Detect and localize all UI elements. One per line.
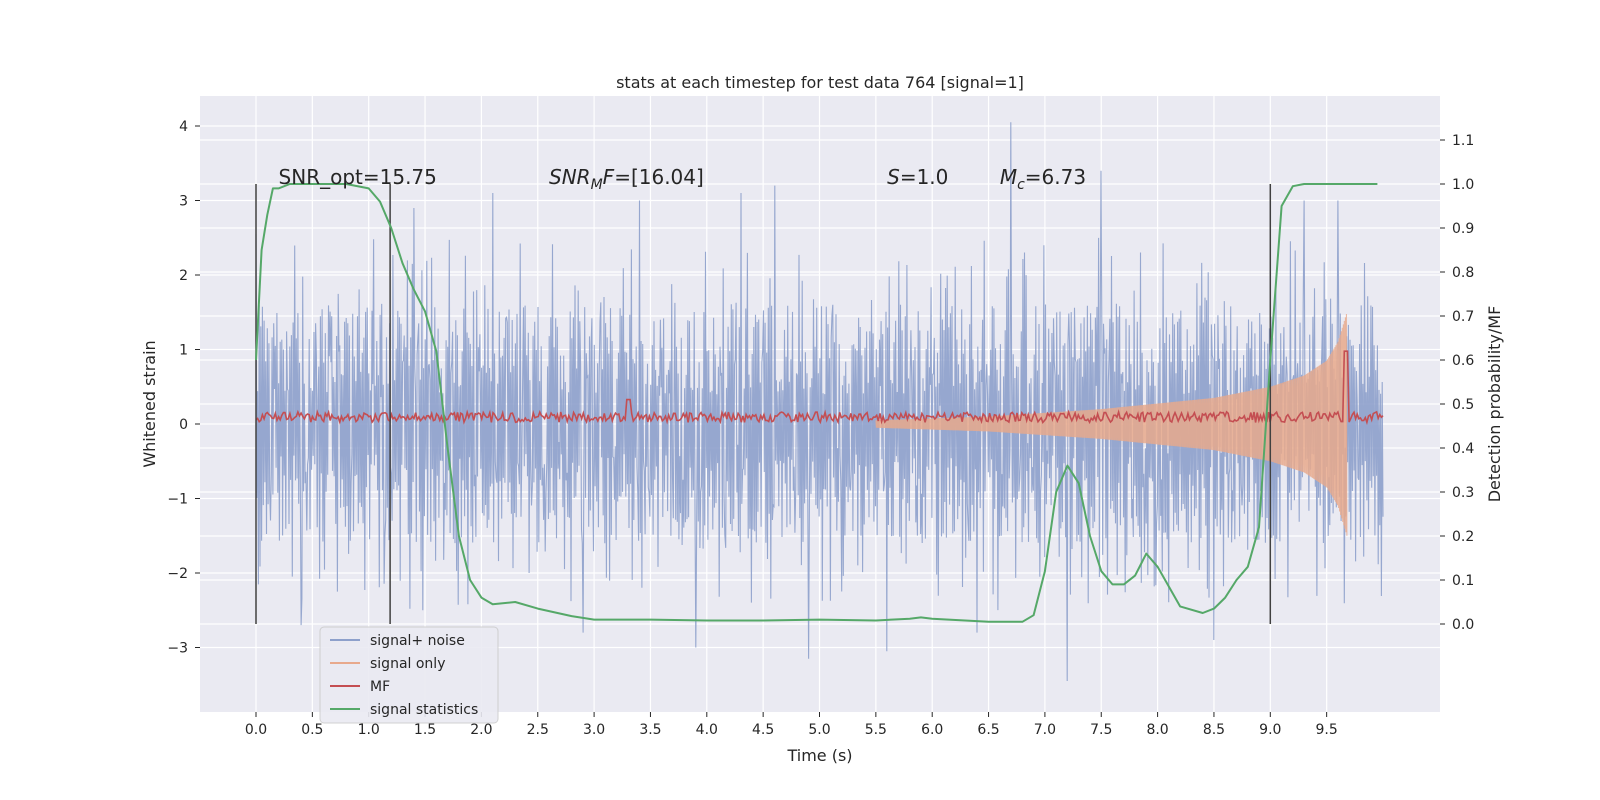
legend-label-signal-statistics: signal statistics: [370, 702, 478, 718]
annotations: SNR_opt=15.75 SNRMF=[16.04] S=1.0 Mc=6.73: [279, 165, 1087, 193]
y-axis-label: Whitened strain: [140, 340, 159, 467]
legend-label-mf: MF: [370, 679, 390, 695]
y2-tick-label: 0.8: [1452, 265, 1474, 281]
x-tick-label: 4.5: [752, 722, 774, 738]
y-tick-label: 1: [179, 343, 188, 359]
y-axis-right-label: Detection probability/MF: [1485, 306, 1504, 503]
x-tick-label: 0.0: [245, 722, 267, 738]
x-tick-label: 9.0: [1259, 722, 1281, 738]
annotation: SNR_opt=15.75: [279, 165, 437, 189]
x-tick-label: 5.0: [808, 722, 830, 738]
y2-tick-label: 0.6: [1452, 353, 1474, 369]
x-tick-label: 3.5: [639, 722, 661, 738]
x-tick-label: 6.0: [921, 722, 943, 738]
y2-tick-label: 0.1: [1452, 573, 1474, 589]
x-tick-label: 8.5: [1203, 722, 1225, 738]
annotation: SNRMF=[16.04]: [549, 165, 704, 193]
x-tick-label: 9.5: [1316, 722, 1338, 738]
y-tick-label: 4: [179, 119, 188, 135]
y-tick-label: 3: [179, 194, 188, 210]
y-axis-right-ticks: 0.0 0.1 0.2 0.3 0.4 0.5 0.6 0.7 0.8 0.9 1.0 1.1: [1440, 133, 1474, 633]
chart-title: stats at each timestep for test data 764…: [616, 73, 1024, 92]
x-tick-label: 5.5: [865, 722, 887, 738]
x-axis-ticks: 0.0 0.5 1.0 1.5 2.0 2.5 3.0 3.5 4.0 4.5 5.0 5.5 6.0 6…: [245, 712, 1338, 738]
y-axis-left-ticks: −3 −2 −1 0 1 2 3 4: [167, 119, 200, 657]
y2-tick-label: 0.9: [1452, 221, 1474, 237]
marker-lines: [255, 184, 1272, 624]
legend-label-signal-only: signal only: [370, 656, 445, 672]
x-tick-label: 7.0: [1034, 722, 1056, 738]
y-tick-label: −1: [167, 492, 188, 508]
y2-tick-label: 0.0: [1452, 617, 1474, 633]
x-tick-label: 4.0: [696, 722, 718, 738]
y-tick-label: −2: [167, 566, 188, 582]
x-tick-label: 8.0: [1146, 722, 1168, 738]
y2-tick-label: 1.1: [1452, 133, 1474, 149]
x-tick-label: 1.0: [358, 722, 380, 738]
y2-tick-label: 0.7: [1452, 309, 1474, 325]
signal-only-line: [875, 313, 1348, 536]
annotation: S=1.0: [887, 165, 948, 189]
y2-tick-label: 0.4: [1452, 441, 1474, 457]
y2-tick-label: 0.5: [1452, 397, 1474, 413]
x-tick-label: 0.5: [301, 722, 323, 738]
grid: [200, 96, 1440, 712]
signal-statistics-series: [255, 183, 1378, 623]
legend-box: [319, 626, 499, 724]
annotation: Mc=6.73: [1000, 165, 1086, 193]
y-tick-label: 2: [179, 268, 188, 284]
x-axis-label: Time (s): [786, 746, 852, 765]
y2-tick-label: 0.2: [1452, 529, 1474, 545]
x-tick-label: 7.5: [1090, 722, 1112, 738]
y2-tick-label: 1.0: [1452, 177, 1474, 193]
signal-statistics-line: [255, 183, 1378, 623]
x-tick-label: 3.0: [583, 722, 605, 738]
legend: signal+ noise signal only MF signal stat…: [319, 626, 499, 724]
legend-label-signal-plus-noise: signal+ noise: [370, 633, 465, 649]
signal-only-series: [875, 313, 1348, 536]
y-tick-label: 0: [179, 417, 188, 433]
x-tick-label: 2.5: [527, 722, 549, 738]
x-tick-label: 2.0: [470, 722, 492, 738]
y2-tick-label: 0.3: [1452, 485, 1474, 501]
x-tick-label: 6.5: [977, 722, 999, 738]
x-tick-label: 1.5: [414, 722, 436, 738]
y-tick-label: −3: [167, 641, 188, 657]
